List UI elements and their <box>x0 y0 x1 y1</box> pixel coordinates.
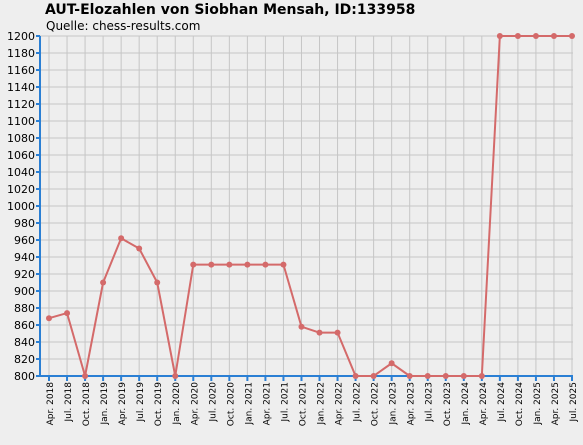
x-tick-label: Apr. 2018 <box>46 382 56 426</box>
data-point <box>352 373 359 379</box>
y-tick-label: 1200 <box>7 30 35 43</box>
data-point <box>496 33 503 39</box>
x-tick-label: Jul. 2022 <box>353 382 363 423</box>
data-point <box>424 373 431 379</box>
data-point <box>550 33 557 39</box>
y-tick-label: 940 <box>14 251 35 264</box>
y-tick-label: 1060 <box>7 149 35 162</box>
x-tick-label: Oct. 2022 <box>371 382 381 426</box>
y-tick-label: 980 <box>14 217 35 230</box>
data-point <box>280 261 287 268</box>
x-tick-label: Jul. 2018 <box>64 382 74 423</box>
data-point <box>334 329 341 336</box>
y-tick-label: 1020 <box>7 183 35 196</box>
data-point <box>46 315 52 322</box>
y-tick-label: 960 <box>14 234 35 247</box>
x-tick-label: Oct. 2021 <box>298 382 308 426</box>
data-point <box>460 373 467 379</box>
x-tick-label: Oct. 2019 <box>154 382 164 426</box>
data-point <box>569 33 575 39</box>
chart-title: AUT-Elozahlen von Siobhan Mensah, ID:133… <box>45 2 416 18</box>
data-point <box>172 373 179 379</box>
data-point <box>136 245 143 252</box>
y-tick-label: 1000 <box>7 200 35 213</box>
y-tick-label: 800 <box>14 370 35 383</box>
data-point <box>478 373 485 379</box>
series-line <box>48 35 572 377</box>
data-point <box>442 373 449 379</box>
x-tick-label: Jul. 2019 <box>136 382 146 423</box>
data-point <box>298 323 305 330</box>
data-point <box>532 33 539 39</box>
y-tick-label: 820 <box>14 353 35 366</box>
x-tick-label: Apr. 2020 <box>190 382 200 426</box>
y-tick-label: 880 <box>14 302 35 315</box>
chart-subtitle: Quelle: chess-results.com <box>46 19 201 33</box>
x-tick-label: Jan. 2021 <box>244 382 254 426</box>
x-tick-label: Apr. 2024 <box>479 382 489 426</box>
data-point <box>118 235 125 242</box>
data-point <box>244 261 251 268</box>
y-tick-label: 1180 <box>7 47 35 60</box>
y-tick-label: 1100 <box>7 115 35 128</box>
data-point <box>316 329 323 336</box>
y-tick-label: 840 <box>14 336 35 349</box>
x-tick-label: Apr. 2023 <box>407 382 417 425</box>
x-tick-label: Apr. 2022 <box>335 382 345 425</box>
x-tick-label: Jan. 2025 <box>533 382 543 426</box>
data-point <box>82 373 89 379</box>
y-tick-label: 1080 <box>7 132 35 145</box>
x-tick-label: Apr. 2019 <box>118 382 128 426</box>
data-point <box>262 261 269 268</box>
y-tick-label: 900 <box>14 285 35 298</box>
x-tick-label: Jul. 2023 <box>425 382 435 423</box>
data-point <box>388 360 395 367</box>
x-tick-label: Jul. 2020 <box>208 382 218 423</box>
x-tick-label: Oct. 2024 <box>515 382 525 426</box>
x-tick-label: Jan. 2022 <box>317 382 327 426</box>
x-tick-label: Oct. 2020 <box>226 382 236 426</box>
x-tick-label: Jan. 2020 <box>172 382 182 426</box>
x-tick-label: Jul. 2021 <box>280 382 290 423</box>
x-tick-label: Jul. 2024 <box>497 382 507 423</box>
data-point <box>64 310 71 317</box>
x-tick-label: Apr. 2021 <box>262 382 272 425</box>
data-point <box>226 261 233 268</box>
y-tick-label: 1160 <box>7 64 35 77</box>
y-tick-label: 1040 <box>7 166 35 179</box>
data-point <box>100 279 107 286</box>
x-tick-label: Jul. 2025 <box>569 382 579 423</box>
y-tick-label: 1120 <box>7 98 35 111</box>
x-tick-label: Oct. 2023 <box>443 382 453 426</box>
data-point <box>154 279 161 286</box>
x-tick-label: Oct. 2018 <box>82 382 92 426</box>
x-tick-label: Jan. 2019 <box>100 382 110 426</box>
x-tick-label: Jan. 2023 <box>389 382 399 426</box>
x-tick-label: Jan. 2024 <box>461 382 471 426</box>
data-point <box>208 261 215 268</box>
y-tick-label: 920 <box>14 268 35 281</box>
y-tick-label: 1140 <box>7 81 35 94</box>
x-tick-label: Apr. 2025 <box>551 382 561 425</box>
y-tick-label: 860 <box>14 319 35 332</box>
data-point <box>406 373 413 379</box>
data-point <box>370 373 377 379</box>
data-point <box>190 261 197 268</box>
data-point <box>514 33 521 39</box>
